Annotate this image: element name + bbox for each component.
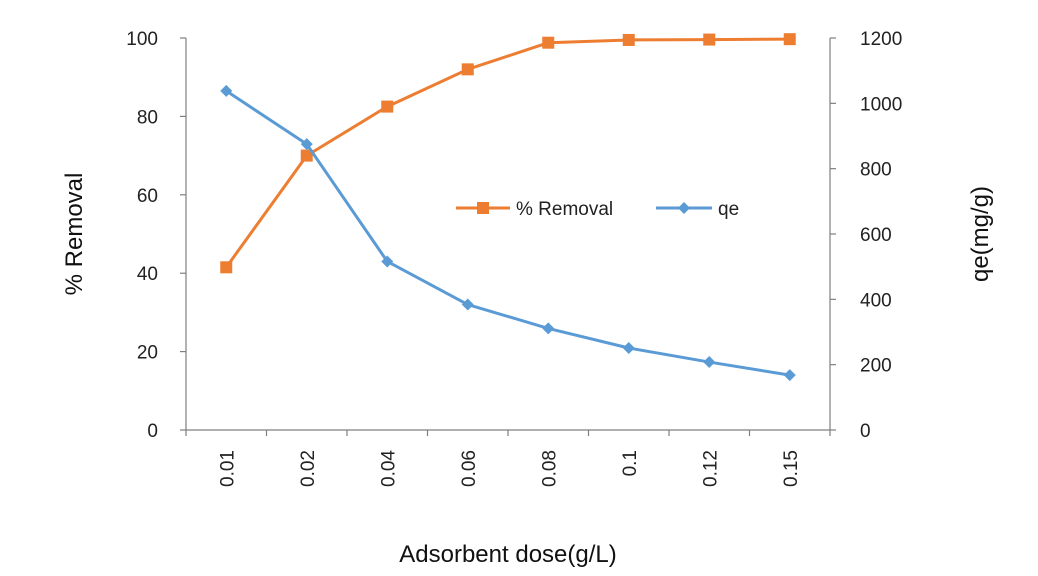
series	[220, 33, 796, 382]
x-tick-label: 0.1	[620, 450, 641, 476]
right-y-tick-label: 600	[860, 225, 892, 246]
series-line-removal	[225, 37, 790, 269]
data-point-qe	[461, 298, 474, 311]
data-point-removal	[300, 149, 313, 162]
x-tick-label: 0.15	[781, 450, 802, 487]
left-y-tick-label: 0	[147, 421, 158, 442]
data-point-qe	[381, 255, 394, 268]
data-point-qe	[703, 356, 716, 369]
left-y-tick-label: 20	[137, 343, 158, 364]
data-point-qe	[542, 322, 555, 335]
data-point-qe	[220, 84, 233, 97]
left-y-tick-label: 80	[137, 107, 158, 128]
series-line-qe	[225, 89, 790, 377]
data-point-qe	[783, 369, 796, 382]
x-tick-label: 0.01	[217, 450, 238, 487]
left-y-ticks: 0 20 40 60 80 100	[126, 29, 186, 442]
data-point-removal	[461, 63, 474, 76]
right-y-tick-label: 800	[860, 160, 892, 181]
right-y-tick-label: 400	[860, 290, 892, 311]
x-tick-label: 0.02	[298, 450, 319, 487]
right-y-tick-label: 0	[860, 421, 871, 442]
data-point-qe	[622, 342, 635, 355]
legend-label-qe: qe	[718, 199, 739, 220]
legend: % Removal qe	[456, 199, 739, 220]
legend-label-removal: % Removal	[516, 199, 613, 220]
legend-marker-qe	[678, 202, 690, 214]
data-point-removal	[703, 33, 716, 46]
legend-marker-removal	[477, 202, 489, 214]
y2-axis-title: qe(mg/g)	[967, 186, 994, 282]
axes	[185, 38, 831, 431]
data-point-removal	[220, 261, 233, 274]
x-tick-label: 0.04	[378, 450, 399, 487]
data-point-removal	[542, 36, 555, 49]
data-point-qe	[300, 138, 313, 151]
right-y-tick-label: 1000	[860, 94, 902, 115]
x-ticks: 0.01 0.02 0.04 0.06 0.08 0.1 0.12 0.15	[185, 430, 831, 487]
data-point-removal	[622, 33, 635, 46]
data-point-removal	[783, 33, 796, 46]
y-axis-title: % Removal	[61, 173, 88, 296]
x-tick-label: 0.08	[539, 450, 560, 487]
data-point-removal	[381, 100, 394, 113]
x-tick-label: 0.12	[700, 450, 721, 487]
left-y-tick-label: 40	[137, 264, 158, 285]
x-tick-label: 0.06	[459, 450, 480, 487]
left-y-tick-label: 100	[126, 29, 158, 50]
x-axis-title: Adsorbent dose(g/L)	[399, 541, 616, 568]
left-y-tick-label: 60	[137, 186, 158, 207]
right-y-tick-label: 200	[860, 356, 892, 377]
right-y-ticks: 0 200 400 600 800 1000 1200	[830, 29, 902, 442]
right-y-tick-label: 1200	[860, 29, 902, 50]
